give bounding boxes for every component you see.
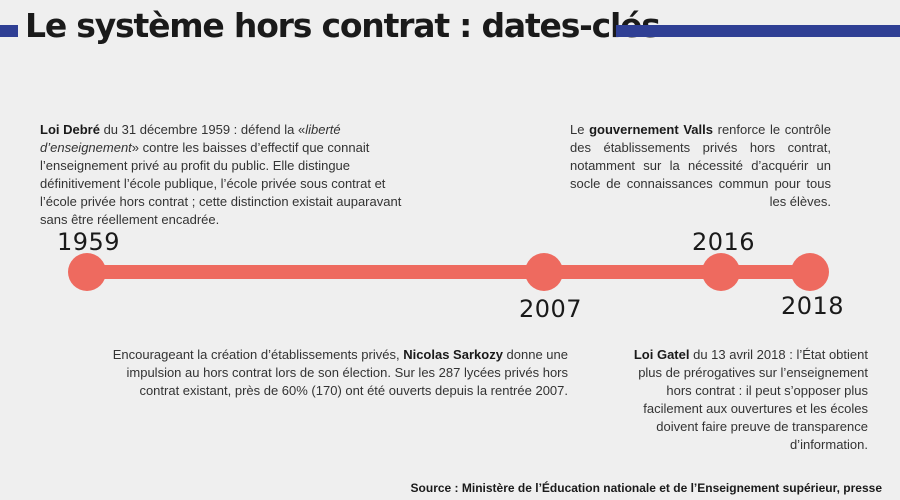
event-2016-text-after: renforce le contrôle des établissements …	[570, 122, 831, 209]
timeline-node-2007	[525, 253, 563, 291]
timeline-node-1959	[68, 253, 106, 291]
timeline-node-2018	[791, 253, 829, 291]
title-accent-bar-right	[616, 25, 900, 37]
year-label-1959: 1959	[57, 228, 121, 256]
title-accent-bar-left	[0, 25, 18, 37]
event-2016-description: Le gouvernement Valls renforce le contrô…	[570, 121, 831, 211]
year-label-2007: 2007	[519, 295, 583, 323]
event-2018-bold: Loi Gatel	[633, 347, 690, 362]
event-1959-description: Loi Debré du 31 décembre 1959 : défend l…	[40, 121, 424, 229]
source-credit: Source : Ministère de l’Éducation nation…	[410, 481, 882, 495]
timeline-line	[86, 265, 810, 279]
page-title: Le système hors contrat : dates-clés	[25, 6, 661, 45]
event-1959-bold: Loi Debré	[40, 122, 100, 137]
event-2016-bold: gouvernement Valls	[589, 122, 713, 137]
event-1959-italic: liberté d’enseignement	[40, 122, 341, 155]
event-2016-text-before: Le	[570, 122, 590, 137]
event-1959-text-a: du 31 décembre 1959 : défend la «	[99, 122, 306, 137]
event-2007-text-after: donne une impulsion au hors contrat lors…	[126, 347, 569, 398]
timeline-node-2016	[702, 253, 740, 291]
event-2007-text-before: Encourageant la création d’établissement…	[112, 347, 404, 362]
year-label-2016: 2016	[692, 228, 756, 256]
year-label-2018: 2018	[781, 292, 845, 320]
event-2007-description: Encourageant la création d’établissement…	[95, 346, 568, 400]
event-2018-description: Loi Gatel du 13 avril 2018 : l’État obti…	[632, 346, 868, 454]
event-1959-text-b: » contre les baisses d’effectif que conn…	[40, 140, 402, 227]
event-2007-bold: Nicolas Sarkozy	[403, 347, 503, 362]
event-2018-text-after: du 13 avril 2018 : l’État obtient plus d…	[638, 347, 868, 452]
